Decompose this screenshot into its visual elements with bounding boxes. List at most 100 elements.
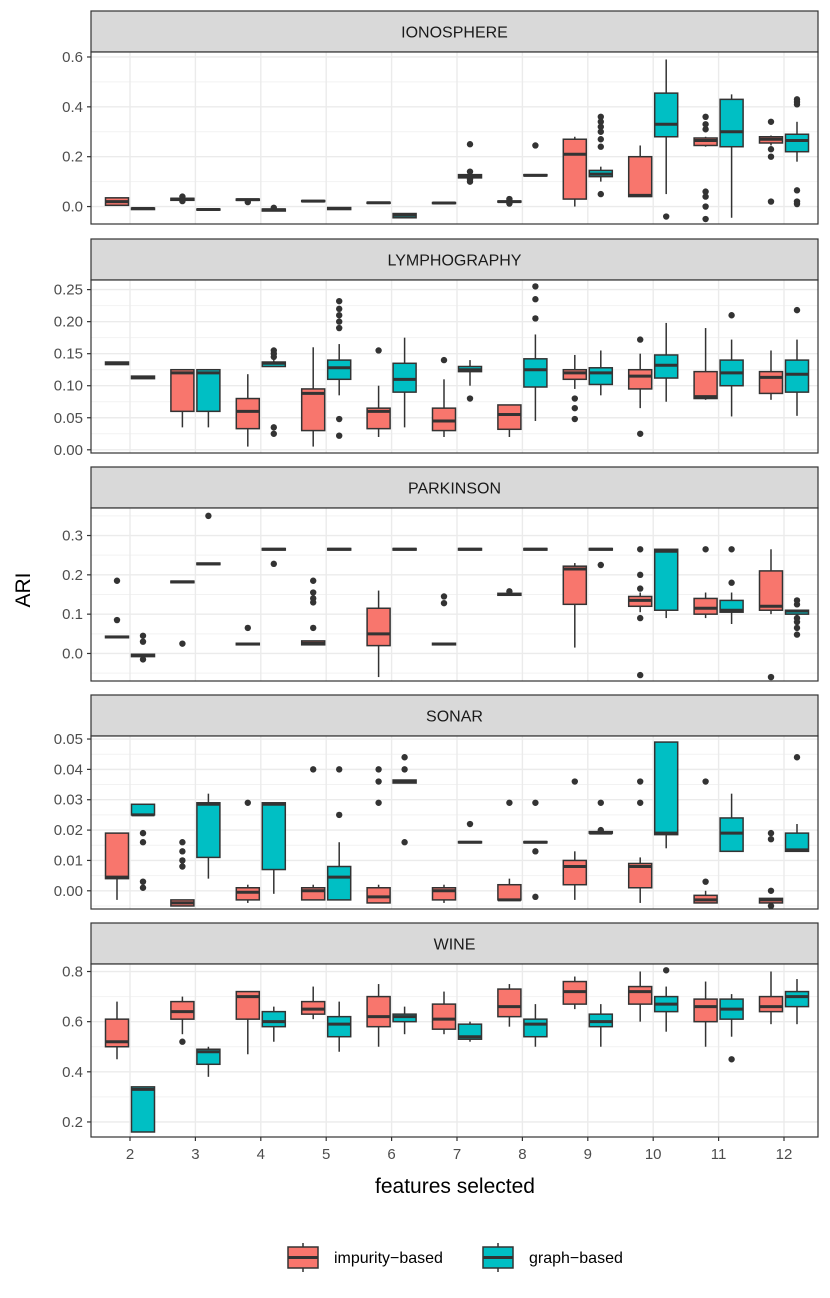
outlier-point xyxy=(767,153,775,160)
outlier-point xyxy=(270,424,277,431)
outlier-point xyxy=(793,618,801,626)
box-body xyxy=(366,607,391,647)
box-body xyxy=(653,92,679,138)
outlier-point xyxy=(375,766,382,773)
x-tick-label: 3 xyxy=(191,1146,199,1163)
box-body xyxy=(719,98,744,148)
x-axis-title: features selected xyxy=(375,1175,535,1198)
y-tick-label: 0.00 xyxy=(54,883,83,900)
y-tick-label: 0.05 xyxy=(54,410,83,427)
outlier-point xyxy=(702,193,709,200)
outlier-point xyxy=(793,601,801,608)
outlier-point xyxy=(571,404,578,412)
outlier-point xyxy=(767,198,775,205)
outlier-point xyxy=(532,142,539,149)
outlier-point xyxy=(375,347,382,354)
outlier-point xyxy=(702,546,709,553)
box-5 xyxy=(300,986,326,1020)
outlier-point xyxy=(440,356,448,364)
box-body xyxy=(104,832,130,880)
box-body xyxy=(653,548,679,611)
y-tick-label: 0.01 xyxy=(54,852,83,869)
box-7 xyxy=(431,991,457,1035)
box-body xyxy=(497,883,522,901)
outlier-point xyxy=(139,638,147,645)
y-tick-label: 0.0 xyxy=(62,199,83,216)
box-12 xyxy=(758,118,784,205)
box-body xyxy=(562,368,588,381)
box-8 xyxy=(497,984,522,1027)
box-body xyxy=(758,370,784,395)
box-6 xyxy=(392,1006,417,1035)
box-4 xyxy=(235,990,261,1055)
box-4 xyxy=(261,547,287,568)
box-body xyxy=(693,370,718,400)
panel-border xyxy=(90,507,819,682)
outlier-point xyxy=(336,297,343,305)
outlier-point xyxy=(793,101,801,108)
outlier-point xyxy=(270,560,277,568)
outlier-point xyxy=(728,312,735,319)
series-graph-based xyxy=(130,741,810,901)
outlier-point xyxy=(597,136,604,143)
box-11 xyxy=(693,778,718,904)
box-8 xyxy=(523,1004,548,1047)
box-body xyxy=(170,368,195,413)
outlier-point xyxy=(597,113,604,121)
box-7 xyxy=(457,547,483,551)
box-4 xyxy=(235,799,261,903)
box-9 xyxy=(562,354,588,423)
facet-strip xyxy=(90,238,819,281)
y-tick-label: 0.2 xyxy=(62,149,83,166)
outlier-point xyxy=(179,640,186,647)
outlier-point xyxy=(375,778,382,785)
box-12 xyxy=(784,96,810,208)
box-5 xyxy=(326,1001,352,1052)
series-impurity-based xyxy=(104,971,784,1060)
box-body xyxy=(104,1018,130,1048)
box-9 xyxy=(588,799,614,835)
y-tick-label: 0.4 xyxy=(62,1064,83,1081)
outlier-point xyxy=(113,616,121,624)
box-11 xyxy=(719,994,744,1063)
box-12 xyxy=(784,754,810,853)
box-10 xyxy=(653,548,679,619)
outlier-point xyxy=(597,128,604,135)
outlier-point xyxy=(637,671,644,679)
y-tick-label: 0.02 xyxy=(54,822,83,839)
outlier-point xyxy=(506,588,513,595)
box-5 xyxy=(300,199,326,203)
box-3 xyxy=(170,368,195,428)
y-tick-label: 0.10 xyxy=(54,378,83,395)
box-4 xyxy=(261,204,287,212)
box-7 xyxy=(431,593,457,646)
box-body xyxy=(523,1018,548,1038)
x-tick-label: 4 xyxy=(257,1146,265,1163)
outlier-point xyxy=(336,766,343,773)
outlier-point xyxy=(637,546,644,553)
outlier-point xyxy=(401,766,408,773)
y-tick-label: 0.05 xyxy=(54,731,83,748)
outlier-point xyxy=(466,168,474,175)
outlier-point xyxy=(244,198,251,206)
outlier-point xyxy=(793,306,801,314)
box-7 xyxy=(431,201,457,205)
y-tick-label: 0.4 xyxy=(62,99,83,116)
x-tick-label: 12 xyxy=(776,1146,793,1163)
box-body xyxy=(235,990,261,1020)
outlier-point xyxy=(702,878,709,885)
box-body xyxy=(366,407,391,430)
box-body xyxy=(326,359,352,381)
box-9 xyxy=(588,547,614,569)
series-impurity-based xyxy=(104,766,784,910)
outlier-point xyxy=(336,324,343,332)
box-body xyxy=(562,565,588,606)
x-tick-label: 2 xyxy=(126,1146,134,1163)
outlier-point xyxy=(506,799,513,806)
outlier-point xyxy=(310,624,317,632)
outlier-point xyxy=(767,146,775,153)
y-tick-label: 0.1 xyxy=(62,606,83,623)
outlier-point xyxy=(139,829,147,837)
legend-key-graph xyxy=(482,1243,514,1272)
box-body xyxy=(130,803,156,816)
